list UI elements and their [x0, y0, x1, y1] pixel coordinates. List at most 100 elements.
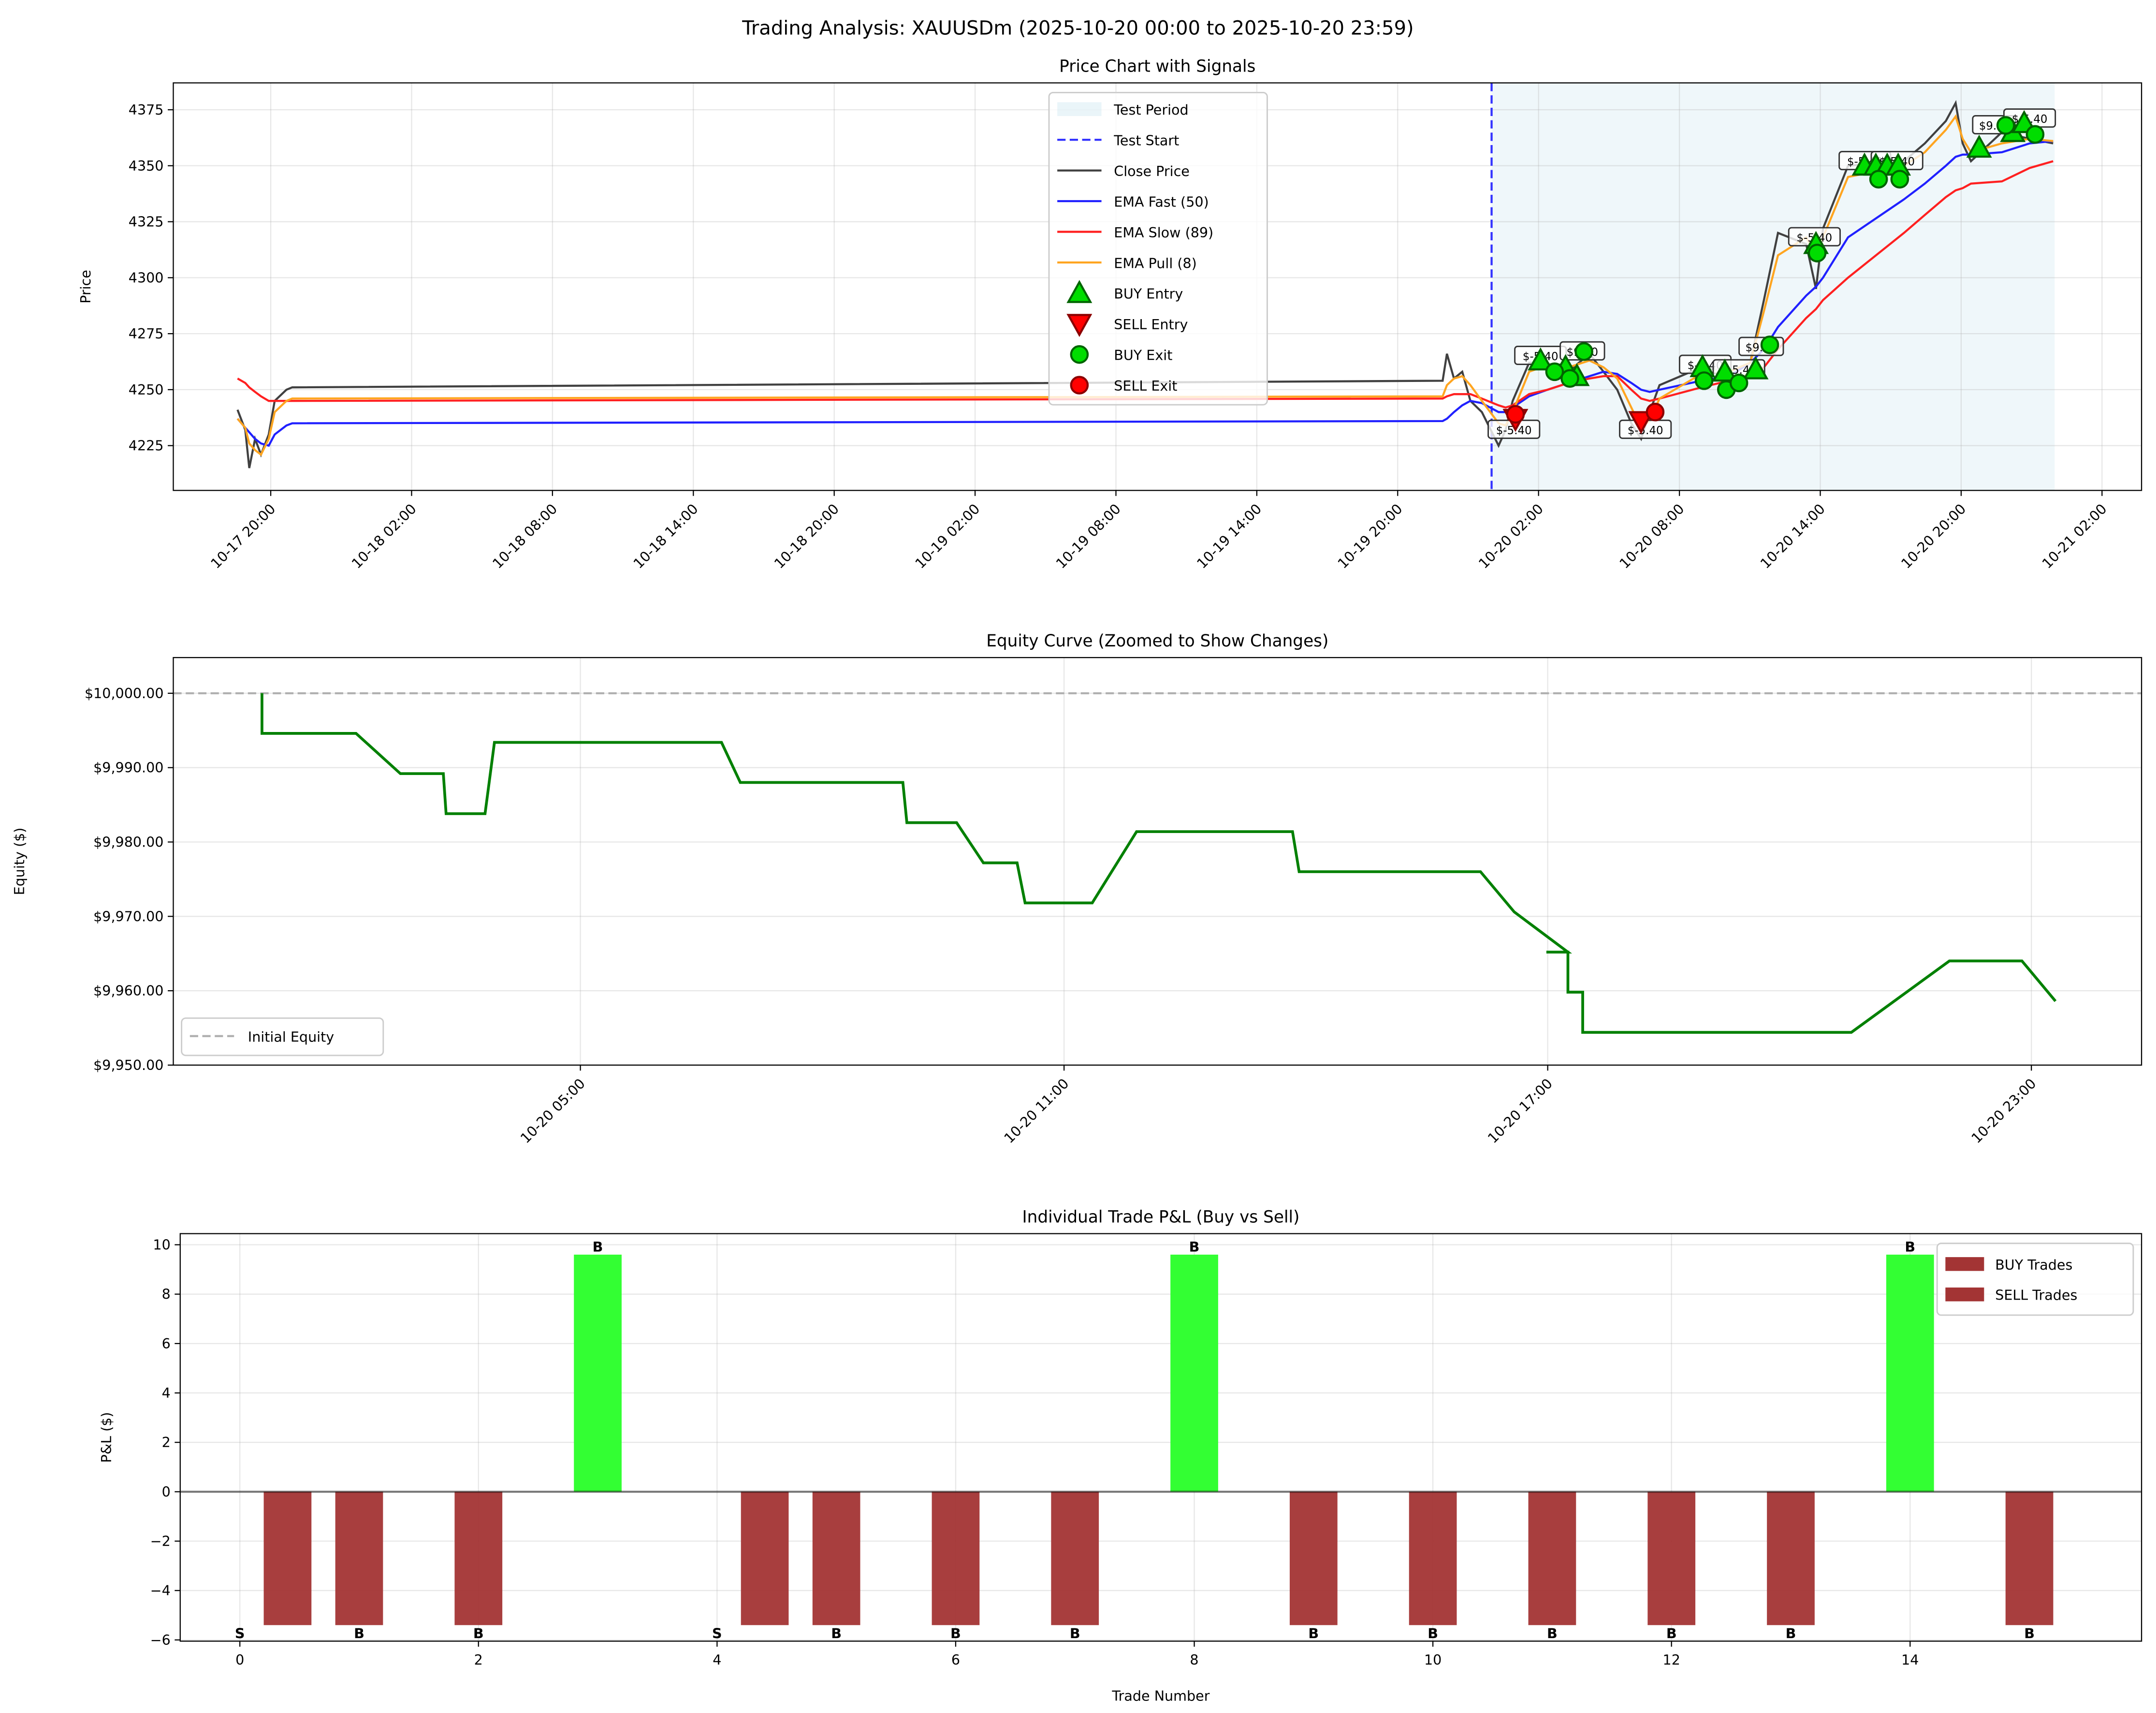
legend-item: BUY Entry [1066, 280, 1183, 303]
loss-bar [1289, 1492, 1338, 1625]
legend-label: BUY Exit [1114, 347, 1172, 364]
y-tick-label: 4250 [129, 381, 164, 398]
x-tick-label: 10-20 20:00 [1898, 500, 1969, 571]
trade-side-label: B [2024, 1625, 2035, 1642]
buy-exit-marker [1694, 371, 1714, 390]
trade-side-label: B [1428, 1625, 1438, 1642]
y-tick-label: $9,960.00 [93, 982, 163, 999]
y-tick-label: −2 [150, 1533, 171, 1550]
legend-label: SELL Trades [1995, 1287, 2077, 1303]
y-tick-label: 4300 [129, 269, 164, 286]
x-tick-label: 10-20 17:00 [1485, 1075, 1556, 1146]
y-tick-label: 4275 [129, 325, 164, 342]
loss-bar [1051, 1492, 1099, 1625]
loss-bar [1528, 1492, 1576, 1625]
loss-bar [335, 1492, 383, 1625]
x-tick-label: 10-18 08:00 [489, 500, 560, 571]
loss-bar [1767, 1492, 1815, 1625]
loss-bar [1409, 1492, 1457, 1625]
legend-label: Test Period [1113, 102, 1188, 118]
y-tick-label: 4225 [129, 438, 164, 454]
trade-side-label: B [831, 1625, 842, 1642]
trade-side-label: B [1308, 1625, 1319, 1642]
y-axis-label: Price [77, 270, 94, 304]
trade-side-label: B [1666, 1625, 1677, 1642]
y-tick-label: −4 [150, 1582, 171, 1599]
y-tick-label: 0 [162, 1483, 171, 1500]
y-axis-label: P&L ($) [98, 1412, 115, 1463]
legend-label: EMA Pull (8) [1114, 255, 1197, 271]
pnl-legend: BUY Trades SELL Trades [1936, 1243, 2134, 1316]
sell-exit-marker [1506, 405, 1525, 424]
legend-item: EMA Slow (89) [1057, 224, 1213, 241]
plot-frame [173, 82, 2142, 491]
x-tick-label: 10-19 14:00 [1194, 500, 1265, 571]
buy-exit-marker [1729, 373, 1748, 393]
x-tick-label: 10-18 20:00 [771, 500, 842, 571]
win-bar [1170, 1254, 1218, 1492]
legend-swatch [1057, 102, 1102, 117]
legend-label: SELL Exit [1114, 378, 1177, 394]
equity-legend: Initial Equity [181, 1017, 384, 1056]
equity-curve-line [261, 693, 2057, 1034]
buy-exit-marker [1545, 362, 1564, 381]
chart-title: Price Chart with Signals [1059, 57, 1255, 76]
legend-item: EMA Fast (50) [1057, 193, 1209, 210]
y-tick-label: 8 [162, 1286, 171, 1303]
y-tick-label: 4350 [129, 158, 164, 174]
sell-entry-marker [1628, 411, 1654, 435]
x-tick-label: 10-20 14:00 [1757, 500, 1828, 571]
x-tick-label: 14 [1901, 1652, 1919, 1668]
loss-bar [2005, 1492, 2054, 1625]
legend-label: EMA Fast (50) [1114, 193, 1209, 210]
trade-side-label: B [1189, 1239, 1200, 1255]
legend-item: SELL Entry [1066, 314, 1188, 337]
legend-label: EMA Slow (89) [1114, 224, 1213, 241]
y-tick-label: 10 [153, 1237, 170, 1253]
figure-suptitle: Trading Analysis: XAUUSDm (2025-10-20 00… [742, 17, 1413, 39]
legend-swatch [1945, 1287, 1984, 1302]
y-tick-label: $10,000.00 [85, 685, 164, 702]
y-tick-label: 4375 [129, 102, 164, 118]
test-period-shade [1491, 83, 2055, 491]
buy-entry-marker [1528, 347, 1554, 371]
x-tick-label: 10-18 14:00 [630, 500, 701, 571]
ema-slow-line [237, 160, 2054, 409]
x-tick-label: 10-19 08:00 [1053, 500, 1124, 571]
trade-side-label: B [950, 1625, 961, 1642]
y-tick-label: 2 [162, 1434, 171, 1450]
trade-side-label: B [1547, 1625, 1558, 1642]
buy-exit-marker [1890, 170, 1909, 189]
x-tick-label: 8 [1190, 1652, 1198, 1668]
y-tick-label: −6 [150, 1632, 171, 1648]
y-tick-label: $9,950.00 [93, 1057, 163, 1073]
legend-sell-entry-icon [1066, 314, 1093, 337]
legend-box [1048, 92, 1268, 406]
legend-item: SELL Exit [1070, 376, 1177, 395]
legend-box [1936, 1243, 2134, 1316]
loss-bar [263, 1492, 312, 1625]
x-axis-label: Trade Number [1111, 1687, 1209, 1704]
x-tick-label: 2 [474, 1652, 483, 1668]
legend-item: Close Price [1057, 163, 1190, 179]
win-bar [1886, 1254, 1934, 1492]
x-tick-label: 10-20 23:00 [1968, 1075, 2039, 1146]
legend-exit-icon [1070, 345, 1089, 364]
y-tick-label: $9,990.00 [93, 760, 163, 776]
x-tick-label: 0 [235, 1652, 244, 1668]
x-tick-label: 6 [951, 1652, 960, 1668]
x-tick-label: 10 [1424, 1652, 1442, 1668]
legend-buy-entry-icon [1066, 280, 1093, 303]
loss-bar [741, 1492, 789, 1625]
legend-label: BUY Entry [1114, 286, 1183, 302]
x-tick-label: 10-17 20:00 [207, 500, 278, 571]
loss-bar [454, 1492, 503, 1625]
y-tick-label: 4325 [129, 214, 164, 230]
pnl-chart: 0 2 4 6 8 10 12 14 −6 −4 −2 0 2 4 6 8 10 Individual Trade… [98, 1208, 2142, 1704]
buy-exit-marker [1807, 244, 1827, 263]
loss-bar [812, 1492, 860, 1625]
legend-item: Test Start [1057, 132, 1179, 149]
legend-swatch [1945, 1257, 1984, 1271]
buy-exit-marker [1760, 336, 1779, 354]
